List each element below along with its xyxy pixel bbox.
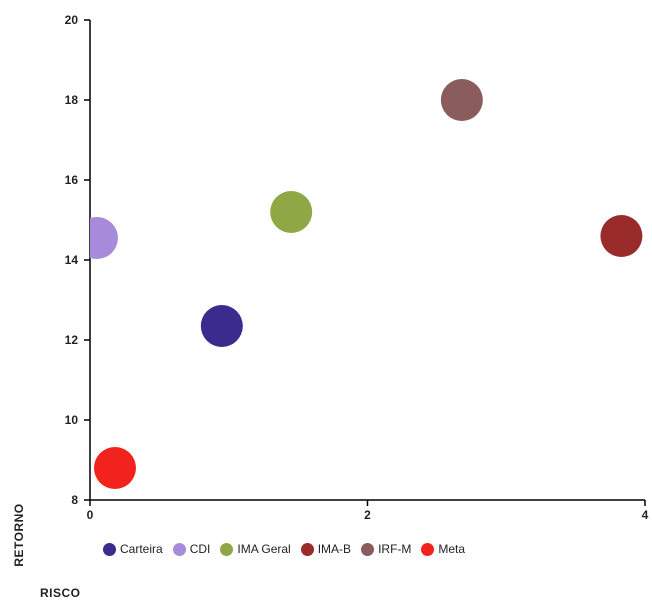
- y-tick-label: 10: [65, 413, 79, 427]
- data-point-carteira[interactable]: [200, 305, 243, 347]
- legend-item[interactable]: Meta: [421, 542, 465, 556]
- legend-swatch: [172, 542, 186, 556]
- data-point-irf-m[interactable]: [440, 79, 483, 121]
- y-axis-title: RETORNO: [12, 503, 26, 567]
- legend-item[interactable]: IMA-B: [300, 542, 352, 556]
- y-tick-label: 18: [65, 93, 79, 107]
- legend-item[interactable]: Carteira: [103, 542, 163, 556]
- legend-label: IMA-B: [317, 542, 352, 556]
- data-point-ima-b[interactable]: [600, 215, 643, 257]
- legend: Carteira CDI IMA Geral IMA-B IRF-M Meta: [103, 542, 465, 556]
- legend-label: IMA Geral: [237, 542, 291, 556]
- y-tick-label: 14: [65, 253, 79, 267]
- x-tick-label: 0: [87, 508, 94, 522]
- y-tick-label: 16: [65, 173, 79, 187]
- legend-item[interactable]: IRF-M: [361, 542, 411, 556]
- x-axis-title: RISCO: [40, 586, 81, 600]
- y-tick-label: 20: [65, 13, 79, 27]
- legend-swatch: [103, 542, 116, 556]
- x-tick-label: 2: [364, 508, 371, 522]
- legend-item[interactable]: IMA Geral: [220, 542, 291, 556]
- legend-swatch: [300, 542, 314, 556]
- x-tick-label: 4: [642, 508, 649, 522]
- data-point-meta[interactable]: [93, 447, 136, 489]
- legend-label: IRF-M: [378, 542, 412, 556]
- y-tick-label: 8: [71, 493, 78, 507]
- legend-swatch: [220, 542, 234, 556]
- legend-label: Meta: [438, 542, 466, 556]
- legend-label: CDI: [189, 542, 211, 556]
- legend-label: Carteira: [120, 542, 163, 556]
- legend-item[interactable]: CDI: [172, 542, 211, 556]
- data-point-cdi[interactable]: [76, 217, 118, 259]
- legend-swatch: [421, 542, 435, 556]
- y-tick-label: 12: [65, 333, 79, 347]
- legend-swatch: [361, 542, 375, 556]
- data-point-ima-geral[interactable]: [270, 191, 313, 233]
